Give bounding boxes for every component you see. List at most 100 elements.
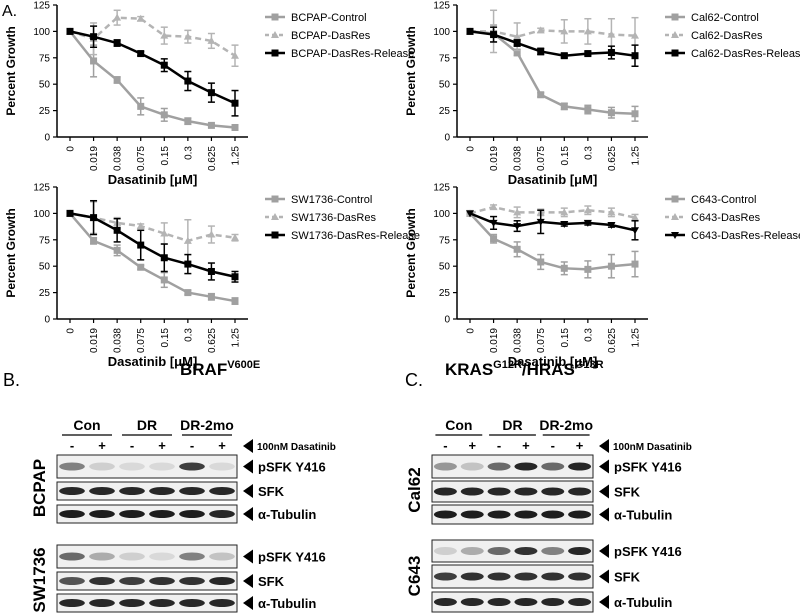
marker	[513, 32, 522, 40]
y-tick-label: 100	[33, 27, 50, 38]
y-tick-label: 0	[444, 133, 450, 144]
x-tick-label: 0.038	[513, 146, 524, 171]
marker	[513, 208, 522, 216]
marker	[490, 31, 498, 39]
group-label: DR	[137, 417, 157, 433]
pointer	[243, 484, 253, 498]
marker	[513, 245, 521, 253]
band	[119, 577, 145, 585]
x-tick-label: 0.075	[136, 146, 147, 171]
band	[460, 487, 484, 496]
pointer	[243, 439, 253, 453]
group-label: DR-2mo	[180, 417, 234, 433]
x-tick-label: 1.25	[231, 146, 242, 166]
title-text: BRAF	[180, 360, 227, 379]
marker	[560, 264, 568, 272]
marker	[537, 258, 545, 266]
treatment-label: 100nM Dasatinib	[613, 442, 692, 453]
marker	[160, 276, 168, 284]
blot	[56, 593, 238, 613]
x-tick-label: 0.625	[207, 328, 218, 353]
band	[568, 547, 592, 555]
row-label: pSFK Y416	[258, 460, 326, 475]
y-tick-label: 0	[44, 315, 50, 326]
y-tick-label: 50	[39, 262, 51, 273]
marker	[671, 213, 679, 220]
band	[59, 510, 85, 518]
marker	[137, 241, 145, 249]
marker	[583, 27, 592, 35]
title-text: /HRAS	[522, 360, 575, 379]
marker	[231, 233, 239, 241]
marker	[271, 31, 279, 38]
band	[149, 462, 175, 471]
x-tick-label: 0.075	[136, 328, 147, 353]
marker	[90, 214, 98, 222]
x-tick-label: 0.3	[183, 146, 194, 160]
band	[541, 572, 565, 581]
blot	[56, 504, 238, 524]
y-axis-label: Percent Growth	[404, 208, 418, 297]
band	[89, 599, 115, 607]
marker	[160, 61, 168, 69]
row-label: pSFK Y416	[614, 544, 682, 559]
band	[89, 577, 115, 585]
panel-label: A.	[2, 3, 17, 20]
band	[119, 487, 145, 495]
line-chart: 0 25 50 75 100 125 0 0.019 0.038 0.075 0.15 0.3 0.62…	[4, 1, 414, 188]
marker	[607, 30, 616, 38]
x-axis-label: Dasatinib [μM]	[508, 172, 598, 187]
y-tick-label: 125	[33, 183, 50, 194]
marker	[513, 49, 521, 57]
marker	[137, 263, 145, 271]
series-line	[69, 30, 236, 105]
band	[541, 598, 565, 606]
series-line	[470, 29, 636, 38]
band	[487, 510, 511, 519]
marker	[136, 222, 145, 230]
y-tick-label: 50	[439, 80, 451, 91]
band	[568, 572, 592, 581]
marker	[607, 109, 615, 117]
marker	[607, 208, 616, 216]
marker	[537, 91, 545, 99]
y-axis-label: Percent Growth	[4, 208, 18, 297]
band	[568, 510, 592, 519]
title-superscript: G12R	[493, 359, 522, 371]
treatment-sign: -	[443, 438, 447, 453]
legend-label: C643-Control	[691, 194, 756, 206]
panel-title: KRASG12R/HRASG13R	[445, 359, 604, 379]
marker	[536, 26, 545, 34]
row-label: α-Tubulin	[614, 508, 672, 523]
marker	[207, 121, 215, 129]
marker	[631, 260, 639, 268]
band	[433, 572, 457, 581]
band	[89, 510, 115, 518]
marker	[184, 117, 192, 125]
band	[541, 462, 565, 471]
marker	[231, 297, 239, 305]
band	[119, 462, 145, 471]
treatment-sign: -	[70, 438, 74, 453]
blot	[56, 481, 238, 501]
x-tick-label: 0.075	[536, 146, 547, 171]
marker	[607, 49, 615, 57]
band	[209, 552, 235, 561]
band	[460, 510, 484, 519]
blot	[56, 544, 238, 569]
band	[514, 510, 538, 519]
marker	[271, 231, 279, 239]
treatment-sign: -	[190, 438, 194, 453]
x-tick-label: 0.625	[607, 146, 618, 171]
band	[487, 487, 511, 496]
band	[433, 510, 457, 519]
band	[89, 552, 115, 561]
marker	[631, 110, 639, 118]
marker	[671, 232, 679, 239]
band	[59, 462, 85, 471]
band	[179, 552, 205, 561]
x-axis-label: Dasatinib [μM]	[108, 354, 198, 369]
legend-label: SW1736-Control	[291, 194, 372, 206]
marker	[607, 262, 615, 270]
